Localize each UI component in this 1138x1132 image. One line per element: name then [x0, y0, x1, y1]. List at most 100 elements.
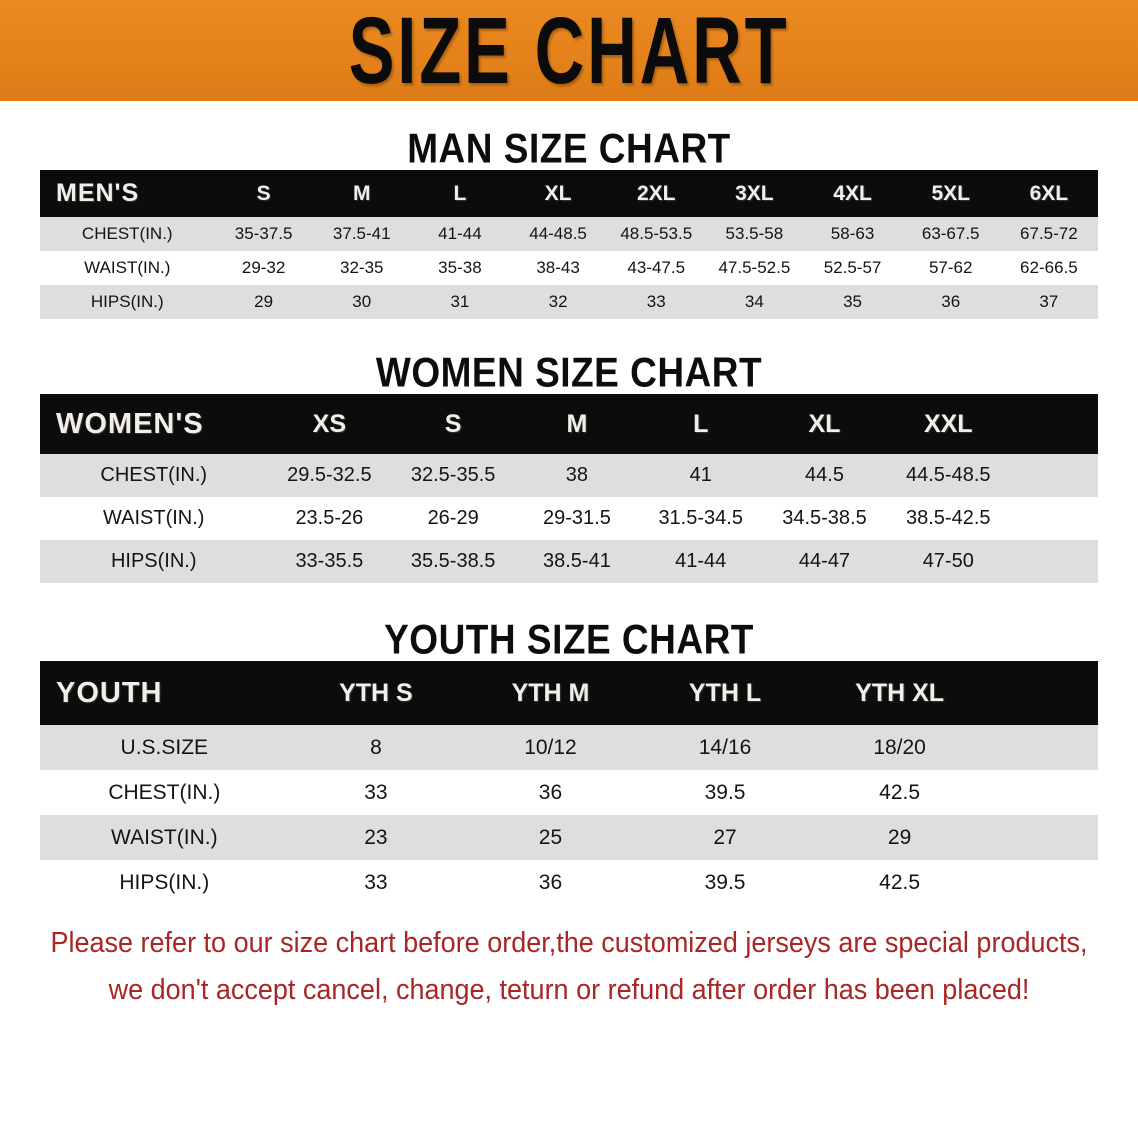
row-label-hips-in: HIPS(IN.) — [90, 292, 164, 311]
row-label-chest-in: CHEST(IN.) — [100, 464, 208, 486]
column-header-xl: XL — [808, 409, 841, 438]
table-row: CHEST(IN.) 35-37.5 37.5-41 41-44 44-48.5 48.5… — [40, 217, 1098, 251]
cell-value: 41-44 — [438, 224, 482, 243]
cell-filler — [1010, 497, 1098, 540]
cell-value: 38.5-41 — [543, 550, 611, 572]
cell-value: 47-50 — [922, 550, 974, 572]
column-header-xxl: XXL — [923, 409, 973, 438]
cell-filler — [987, 815, 1098, 860]
column-header-yth-s: YTH S — [339, 678, 413, 707]
column-header-5xl: 5XL — [931, 181, 970, 205]
cell-value: 35-37.5 — [234, 224, 293, 243]
row-label-hips-in: HIPS(IN.) — [110, 550, 197, 572]
cell-value: 67.5-72 — [1020, 224, 1078, 243]
youth-row-header-cell: YOUTH — [56, 676, 163, 709]
cell-value: 53.5-58 — [725, 224, 784, 243]
cell-value: 37.5-41 — [332, 224, 391, 243]
cell-value: 8 — [370, 735, 382, 759]
row-label-chest-in: CHEST(IN.) — [108, 780, 221, 804]
table-header-row: WOMEN'S XS S M L XL XXL — [40, 394, 1098, 454]
table-row: HIPS(IN.) 33 36 39.5 42.5 — [40, 860, 1098, 905]
man-table-header: MEN'S S M L XL 2XL 3XL 4XL 5XL 6XL — [40, 170, 1098, 217]
cell-value: 29-32 — [241, 258, 286, 277]
cell-value: 52.5-57 — [823, 258, 882, 277]
cell-filler — [987, 770, 1098, 815]
column-header-2xl: 2XL — [636, 181, 676, 205]
table-row: WAIST(IN.) 23.5-26 26-29 29-31.5 31.5-34.5 34… — [40, 497, 1098, 540]
table-header-row: MEN'S S M L XL 2XL 3XL 4XL 5XL 6XL — [40, 170, 1098, 217]
cell-value: 57-62 — [928, 258, 973, 277]
cell-value: 42.5 — [879, 870, 921, 894]
cell-value: 35-38 — [438, 258, 482, 277]
cell-value: 44.5-48.5 — [906, 464, 991, 486]
column-header-xl: XL — [544, 181, 572, 205]
column-header-l: L — [453, 181, 467, 205]
cell-value: 33-35.5 — [295, 550, 364, 572]
cell-value: 32-35 — [340, 258, 384, 277]
cell-value: 35 — [843, 292, 862, 311]
cell-value: 32 — [548, 292, 568, 311]
cell-value: 44-47 — [798, 550, 851, 572]
table-header-row: YOUTH YTH S YTH M YTH L YTH XL — [40, 661, 1098, 725]
women-size-chart-title: WOMEN SIZE CHART — [375, 349, 763, 396]
cell-value: 25 — [538, 825, 563, 849]
cell-value: 48.5-53.5 — [620, 224, 693, 243]
cell-value: 33 — [364, 870, 388, 894]
cell-value: 32.5-35.5 — [410, 464, 496, 486]
cell-value: 58-63 — [830, 224, 875, 243]
table-row: WAIST(IN.) 23 25 27 29 — [40, 815, 1098, 860]
table-row: HIPS(IN.) 29 30 31 32 33 34 35 36 37 — [40, 285, 1098, 319]
table-row: HIPS(IN.) 33-35.5 35.5-38.5 38.5-41 41-44 44-… — [40, 540, 1098, 583]
women-row-header-cell: WOMEN'S — [56, 407, 204, 440]
cell-value: 36 — [538, 870, 563, 894]
column-header-xs: XS — [312, 409, 347, 438]
column-header-s: S — [444, 409, 462, 438]
youth-size-chart-table-wrap: YOUTH YTH S YTH M YTH L YTH XL U.S.SIZE 8 10/1… — [40, 661, 1098, 905]
cell-value: 39.5 — [704, 780, 746, 804]
cell-value: 43-47.5 — [627, 258, 686, 277]
cell-value: 29.5-32.5 — [287, 464, 372, 486]
column-header-filler — [1010, 394, 1098, 454]
cell-filler — [1010, 454, 1098, 497]
row-label-hips-in: HIPS(IN.) — [119, 870, 210, 894]
size-chart-banner: SIZE CHART — [0, 0, 1138, 101]
cell-value: 29 — [254, 292, 274, 311]
man-size-chart-table-wrap: MEN'S S M L XL 2XL 3XL 4XL 5XL 6XL CHEST(IN.) 35-3… — [40, 170, 1098, 319]
cell-value: 47.5-52.5 — [718, 258, 791, 277]
cell-value: 62-66.5 — [1020, 258, 1078, 277]
cell-value: 41-44 — [675, 550, 727, 572]
cell-value: 10/12 — [524, 735, 577, 759]
cell-value: 31 — [450, 292, 470, 311]
cell-value: 18/20 — [873, 735, 926, 759]
row-label-waist-in: WAIST(IN.) — [111, 825, 218, 849]
cell-value: 37 — [1039, 292, 1059, 311]
cell-value: 38-43 — [536, 258, 580, 277]
column-header-m: M — [566, 409, 588, 438]
column-header-m: M — [353, 181, 371, 205]
table-row: CHEST(IN.) 29.5-32.5 32.5-35.5 38 41 44.5 44.5… — [40, 454, 1098, 497]
column-header-yth-xl: YTH XL — [855, 678, 945, 707]
cell-value: 30 — [352, 292, 372, 311]
row-label-chest-in: CHEST(IN.) — [81, 224, 173, 243]
spacer-after-man-table — [0, 319, 1138, 352]
women-table-header: WOMEN'S XS S M L XL XXL — [40, 394, 1098, 454]
cell-value: 63-67.5 — [921, 224, 980, 243]
cell-value: 36 — [538, 780, 563, 804]
women-size-chart-table: WOMEN'S XS S M L XL XXL CHEST(IN.) 29.5-32.5 32.… — [40, 394, 1098, 583]
cell-filler — [987, 725, 1098, 770]
man-table-body: CHEST(IN.) 35-37.5 37.5-41 41-44 44-48.5 48.5… — [40, 217, 1098, 319]
order-policy-note: Please refer to our size chart before or… — [39, 920, 1099, 1013]
cell-value: 23.5-26 — [295, 507, 364, 529]
cell-value: 34 — [744, 292, 764, 311]
cell-value: 34.5-38.5 — [782, 507, 867, 529]
cell-filler — [987, 860, 1098, 905]
youth-size-chart-table: YOUTH YTH S YTH M YTH L YTH XL U.S.SIZE 8 10/1… — [40, 661, 1098, 905]
column-header-s: S — [256, 181, 271, 205]
women-table-body: CHEST(IN.) 29.5-32.5 32.5-35.5 38 41 44.5 44.5… — [40, 454, 1098, 583]
column-header-l: L — [693, 409, 709, 438]
spacer-after-women-table — [0, 583, 1138, 619]
column-header-filler — [987, 661, 1098, 725]
man-size-chart-table: MEN'S S M L XL 2XL 3XL 4XL 5XL 6XL CHEST(IN.) 35-3… — [40, 170, 1098, 319]
column-header-6xl: 6XL — [1029, 181, 1069, 205]
cell-value: 27 — [713, 825, 737, 849]
